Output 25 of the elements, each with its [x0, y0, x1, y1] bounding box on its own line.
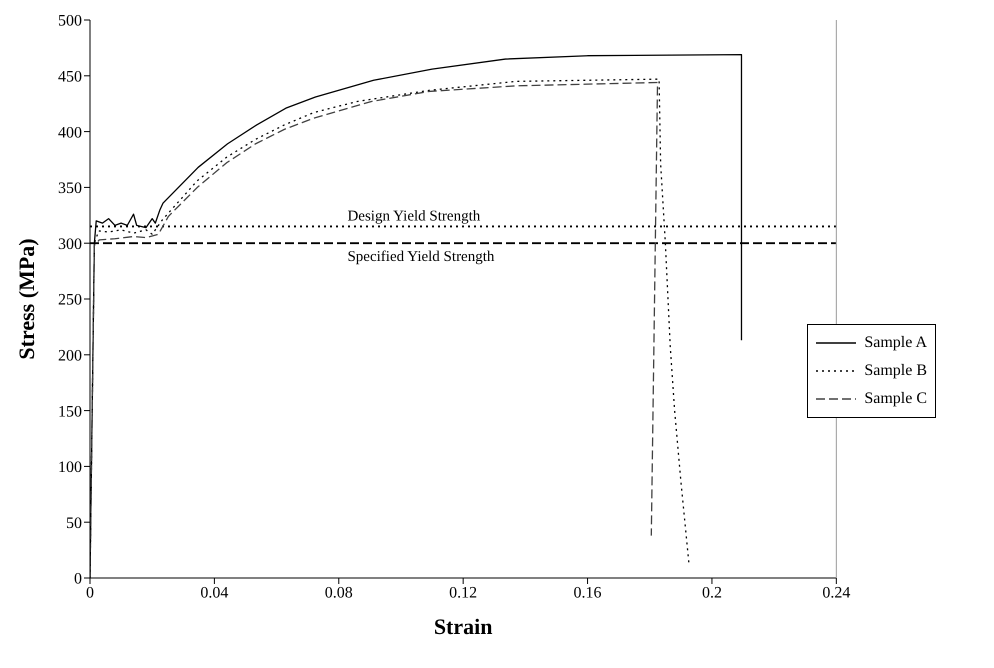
y-axis-title: Stress (MPa)	[14, 238, 39, 360]
x-tick-label: 0.08	[324, 584, 353, 602]
y-tick-label: 200	[58, 347, 82, 364]
y-tick-label: 50	[66, 514, 82, 532]
y-tick-label: 150	[58, 403, 82, 420]
y-tick-label: 0	[74, 570, 82, 588]
y-tick-label: 450	[58, 68, 82, 86]
x-tick-label: 0.2	[702, 584, 722, 602]
x-tick-label: 0.16	[574, 584, 602, 602]
legend-label: Sample B	[864, 361, 927, 381]
y-tick-label: 250	[58, 292, 82, 309]
x-axis-title: Strain	[434, 614, 493, 639]
x-tick-label: 0.04	[200, 584, 228, 602]
x-tick-label: 0.12	[449, 584, 478, 602]
y-tick-label: 300	[58, 236, 82, 253]
y-tick-label: 400	[58, 124, 82, 142]
x-tick-label: 0	[86, 584, 94, 602]
y-tick-label: 100	[58, 459, 82, 476]
ref-line-label: Specified Yield Strength	[347, 249, 495, 266]
x-tick-label: 0.24	[822, 584, 850, 602]
legend-label: Sample C	[864, 389, 927, 409]
legend-label: Sample A	[864, 333, 927, 353]
y-tick-label: 500	[58, 12, 82, 30]
y-tick-label: 350	[58, 180, 82, 198]
ref-line-label: Design Yield Strength	[347, 208, 481, 224]
